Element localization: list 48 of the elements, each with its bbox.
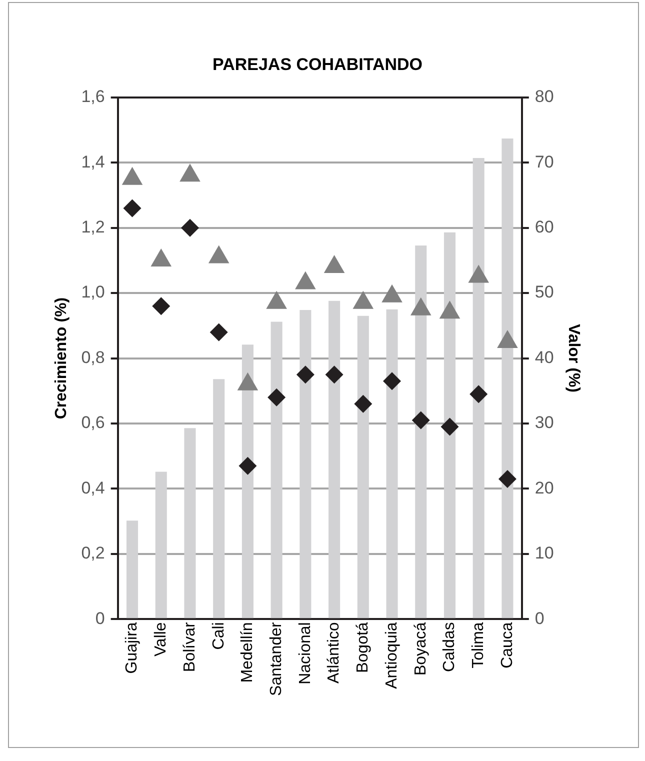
y2-axis-title: Valor (%) (564, 324, 582, 393)
y2-tick-label: 70 (534, 152, 554, 172)
y-tick-label: 1,4 (81, 152, 105, 172)
x-tick-label: Tolima (470, 622, 488, 668)
y-tick-label: 1,6 (81, 87, 105, 106)
bar (270, 322, 282, 618)
y-tick-label: 0,8 (81, 348, 105, 367)
x-tick-label: Guajira (124, 622, 141, 674)
bar (328, 300, 340, 618)
x-tick-label: Bolívar (181, 621, 198, 672)
y-tick-label: 0,6 (81, 413, 105, 432)
y2-tick-label: 0 (534, 608, 544, 628)
x-tick-label: Cauca (498, 622, 516, 668)
bar (213, 379, 225, 618)
bar (472, 158, 484, 618)
x-tick-label: Caldas (441, 622, 458, 672)
x-tick-label: Atlántico (326, 622, 343, 684)
x-tick-label: Cali (210, 622, 228, 650)
y2-tick-label: 20 (534, 478, 554, 498)
x-tick-label: Medellín (239, 622, 256, 683)
y-tick-label: 0,2 (81, 544, 105, 563)
bar (300, 310, 312, 618)
y2-tick-label: 40 (534, 348, 554, 367)
bar (155, 472, 167, 618)
bar (415, 245, 427, 618)
y2-tick-label: 30 (534, 413, 554, 432)
y2-tick-label: 50 (534, 282, 554, 302)
y-axis-title: Crecimiento (%) (53, 297, 70, 420)
bar (126, 520, 138, 618)
x-tick-label: Nacional (296, 622, 314, 684)
x-tick-label: Antioquia (383, 622, 400, 689)
x-tick-label: Boyacá (412, 622, 430, 676)
bar (357, 316, 369, 618)
y-tick-label: 0 (95, 608, 105, 628)
y2-tick-label: 60 (534, 218, 554, 237)
bar (184, 428, 196, 618)
chart-title: PAREJAS COHABITANDO (212, 54, 422, 74)
y2-tick-label: 80 (534, 87, 554, 106)
bar (386, 309, 398, 618)
x-tick-label: Santander (268, 622, 285, 696)
bar (444, 232, 456, 618)
y-tick-label: 0,4 (81, 478, 105, 498)
x-tick-label: Bogotá (354, 622, 372, 673)
y-tick-label: 1,2 (81, 218, 105, 237)
x-tick-label: Valle (152, 622, 170, 657)
y-tick-label: 1,0 (81, 282, 105, 302)
y2-tick-label: 10 (534, 544, 554, 563)
bar (502, 138, 514, 618)
